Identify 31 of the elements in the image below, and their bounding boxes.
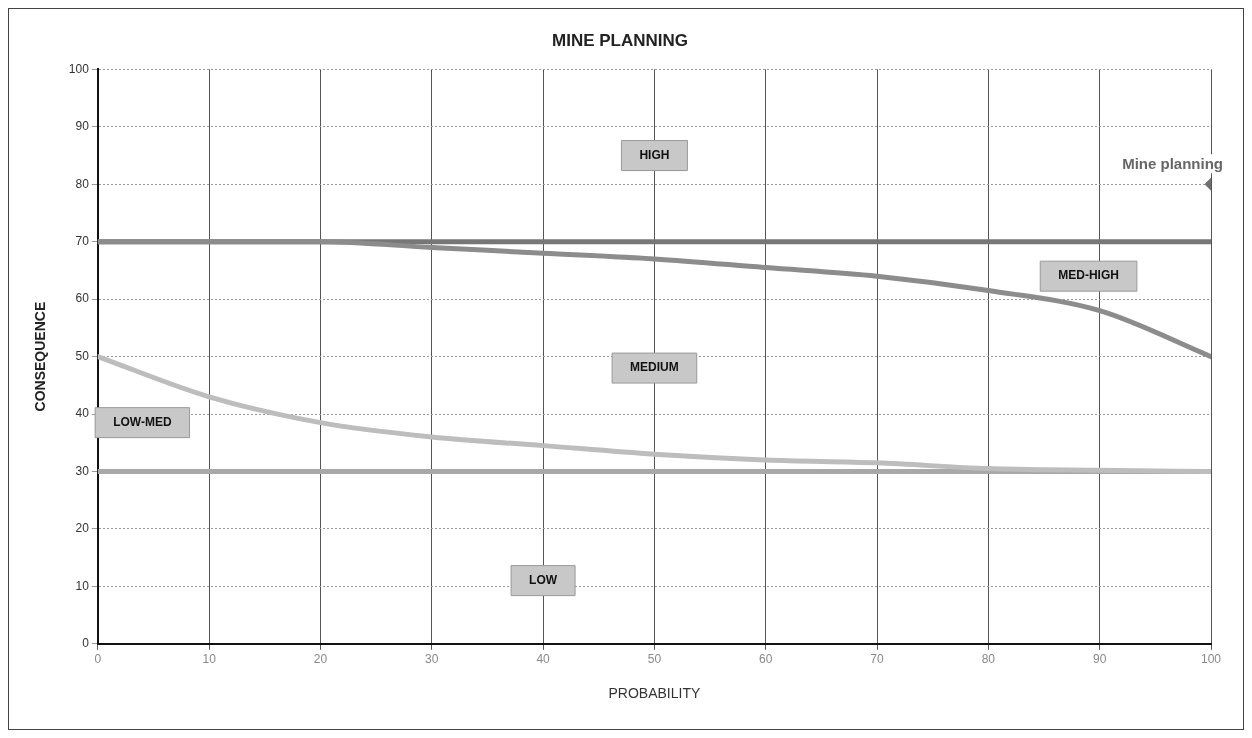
annotation: LOW-MED [113, 414, 172, 429]
x-tick-label: 40 [536, 652, 551, 667]
series-label: Mine planning [1122, 154, 1223, 172]
annotation: MED-HIGH [1058, 268, 1119, 283]
y-tick-label: 90 [75, 119, 90, 134]
x-tick-label: 10 [202, 652, 217, 667]
y-tick-label: 80 [75, 176, 90, 191]
annotation: LOW [529, 572, 558, 587]
y-axis-title: CONSEQUENCE [32, 301, 49, 412]
x-tick-label: 20 [313, 652, 328, 667]
annotation: MEDIUM [630, 360, 679, 375]
x-tick-label: 50 [647, 652, 662, 667]
y-tick-label: 60 [75, 291, 90, 306]
x-tick-label: 70 [870, 652, 885, 667]
y-tick-label: 0 [82, 636, 90, 651]
y-tick-label: 30 [75, 463, 90, 478]
x-tick-label: 30 [425, 652, 439, 667]
x-axis-title: PROBABILITY [608, 685, 701, 702]
y-tick-label: 70 [75, 234, 90, 249]
x-tick-label: 60 [759, 652, 773, 667]
y-tick-label: 20 [75, 521, 90, 536]
y-tick-label: 50 [75, 348, 90, 363]
x-tick-label: 100 [1200, 652, 1222, 667]
annotation: HIGH [639, 147, 670, 162]
y-tick-label: 100 [68, 61, 90, 76]
x-tick-label: 0 [94, 652, 102, 667]
y-tick-label: 10 [75, 578, 90, 593]
x-tick-label: 80 [981, 652, 996, 667]
y-tick-label: 40 [75, 406, 90, 421]
chart-title: MINE PLANNING [552, 30, 688, 50]
x-tick-label: 90 [1093, 652, 1107, 667]
